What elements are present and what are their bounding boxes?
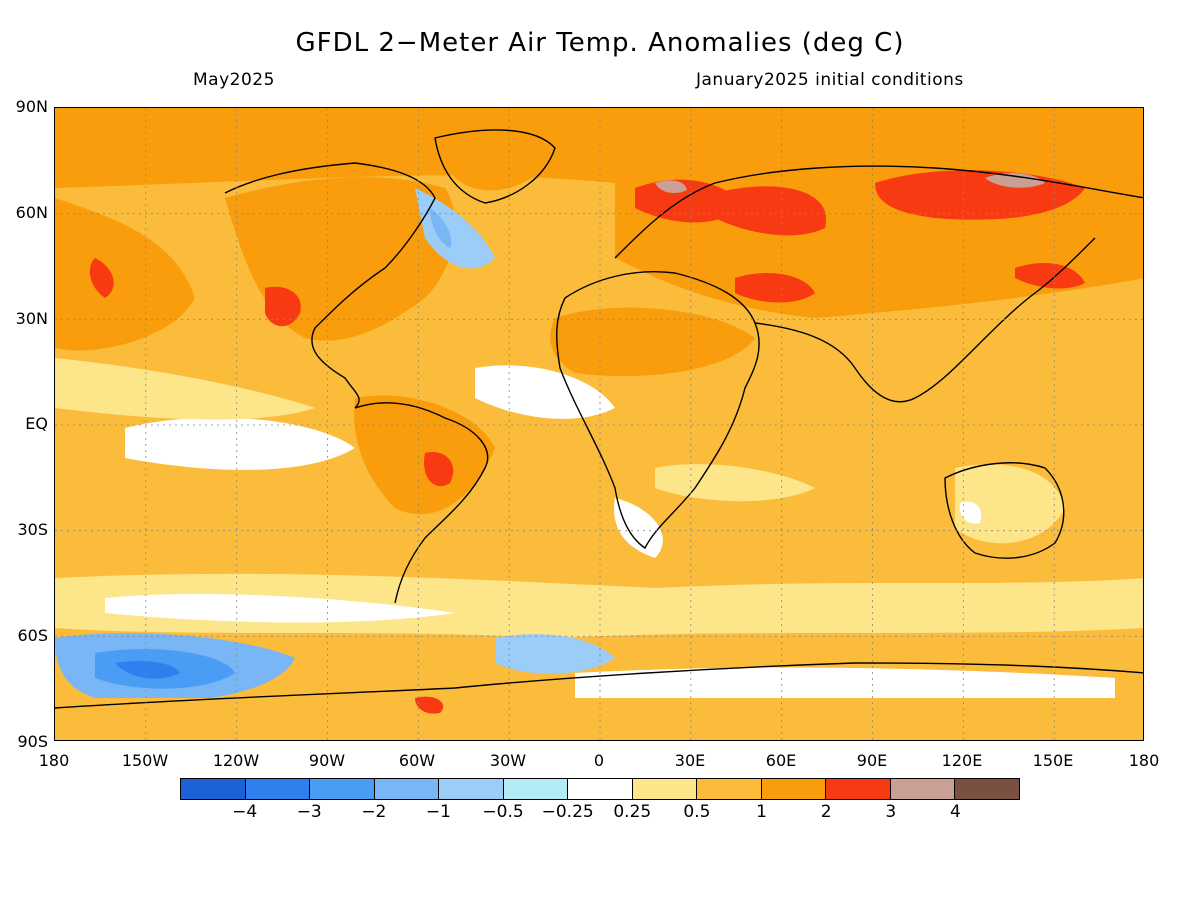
colorbar-label: −1 <box>425 802 451 822</box>
colorbar-label: 0.25 <box>613 802 652 822</box>
colorbar-swatch <box>890 779 956 799</box>
indian-ocean-mild <box>655 464 815 502</box>
antarctica-base <box>55 698 1143 740</box>
lon-label-180e: 180 <box>1128 751 1160 770</box>
colorbar-label: 2 <box>820 802 832 822</box>
chart-title: GFDL 2−Meter Air Temp. Anomalies (deg C) <box>295 28 905 58</box>
southern-ocean-neutral <box>105 593 455 623</box>
n-pacific-hot <box>89 258 114 298</box>
tropical-pacific-mild <box>55 358 315 420</box>
ross-sea-coldest <box>115 661 180 679</box>
lat-label-90s: 90S <box>17 732 48 751</box>
us-southwest-hot <box>265 286 301 327</box>
lat-label-60s: 60S <box>17 626 48 645</box>
tropical-atlantic-neutral <box>475 365 615 419</box>
colorbar-label: −4 <box>232 802 258 822</box>
lon-label-120w: 120W <box>212 751 260 770</box>
colorbar-swatch <box>181 779 246 799</box>
south-america-warm <box>354 395 495 515</box>
colorbar-swatch <box>374 779 440 799</box>
australia-neutral <box>959 501 982 524</box>
colorbar-label: 0.5 <box>683 802 711 822</box>
colorbar-swatch <box>568 779 633 799</box>
colorbar-swatch <box>245 779 311 799</box>
lon-label-90e: 90E <box>856 751 888 770</box>
map-canvas <box>55 108 1143 740</box>
lon-label-60w: 60W <box>398 751 436 770</box>
lat-label-30n: 30N <box>15 309 48 328</box>
colorbar-label: −2 <box>361 802 387 822</box>
lon-label-150e: 150E <box>1032 751 1074 770</box>
labrador-cool <box>415 188 495 269</box>
japan-hot <box>1015 263 1085 289</box>
central-asia-hot <box>735 273 815 303</box>
colorbar-label: 3 <box>885 802 897 822</box>
labrador-cooler <box>430 208 452 248</box>
lon-label-90w: 90W <box>308 751 346 770</box>
scandinavia-extreme <box>655 180 687 194</box>
colorbar-label: −0.5 <box>482 802 524 822</box>
lon-label-30e: 30E <box>674 751 706 770</box>
lon-label-30w: 30W <box>489 751 527 770</box>
lon-label-60e: 60E <box>765 751 797 770</box>
australia-mild <box>955 464 1065 544</box>
valid-month-label: May2025 <box>193 70 275 90</box>
tropical-pacific-neutral <box>125 417 355 470</box>
greenland-warm <box>435 128 555 191</box>
colorbar-swatch <box>826 779 891 799</box>
lon-label-120e: 120E <box>941 751 983 770</box>
colorbar-swatch <box>697 779 762 799</box>
colorbar-swatch <box>632 779 698 799</box>
colorbar-label: −3 <box>296 802 322 822</box>
colorbar-label: 4 <box>949 802 961 822</box>
lon-label-180w: 180 <box>38 751 70 770</box>
colorbar <box>180 778 1020 800</box>
brazil-hot <box>424 452 454 487</box>
lon-label-0: 0 <box>593 751 605 770</box>
coastlines <box>55 129 1143 709</box>
colorbar-swatch <box>439 779 504 799</box>
anomaly-map <box>54 107 1144 741</box>
s-atlantic-neutral <box>614 498 663 558</box>
lat-label-30s: 30S <box>17 520 48 539</box>
siberia-extreme <box>985 173 1045 188</box>
graticule <box>55 108 1143 740</box>
colorbar-label: −0.25 <box>541 802 594 822</box>
colorbar-swatch <box>761 779 827 799</box>
init-conditions-label: January2025 initial conditions <box>696 70 964 90</box>
sahara-warm <box>550 307 755 377</box>
lat-label-eq: EQ <box>25 414 48 433</box>
lat-label-60n: 60N <box>15 203 48 222</box>
colorbar-swatch <box>503 779 569 799</box>
n-pacific-warm <box>55 198 195 351</box>
lat-label-90n: 90N <box>15 97 48 116</box>
colorbar-swatch <box>955 779 1019 799</box>
colorbar-swatch <box>310 779 375 799</box>
antarctic-peninsula-hot <box>415 696 444 714</box>
colorbar-label: 1 <box>756 802 767 822</box>
russia-hot <box>715 186 827 236</box>
lon-label-150w: 150W <box>121 751 169 770</box>
weddell-sea-cool <box>495 634 615 674</box>
